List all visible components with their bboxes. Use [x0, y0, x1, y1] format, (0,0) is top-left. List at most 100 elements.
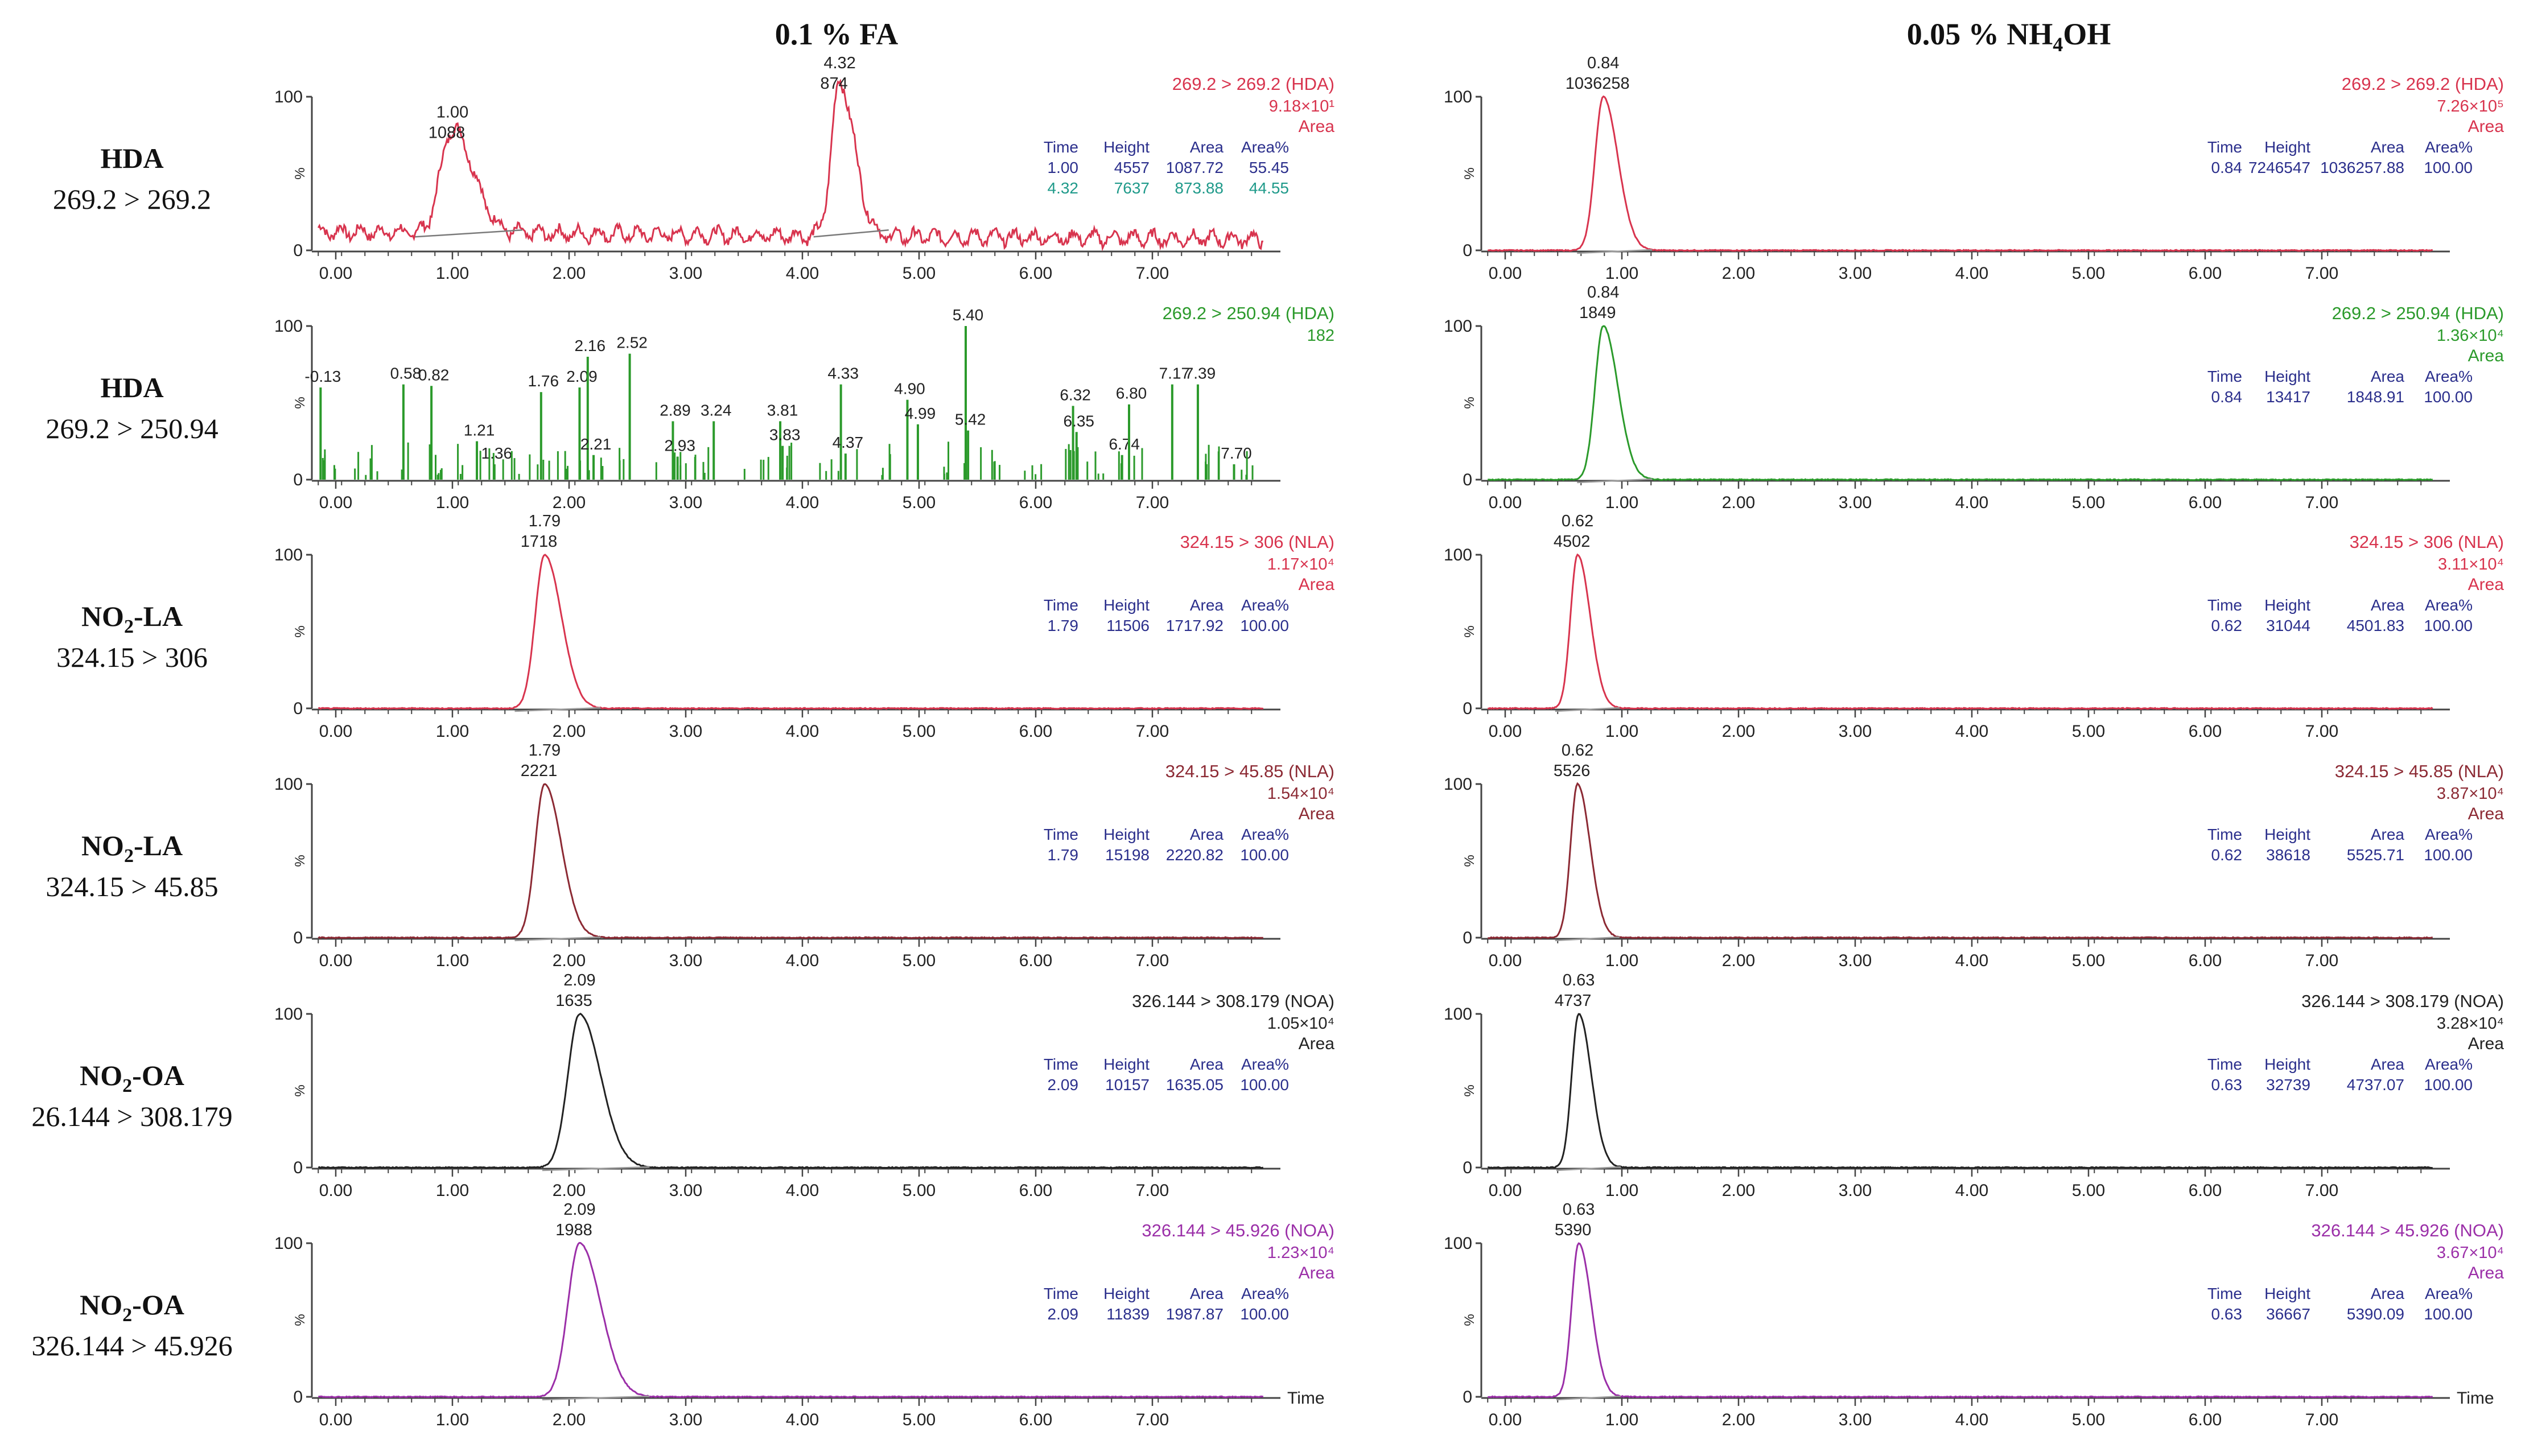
- table-cell: 5390.09: [2347, 1305, 2404, 1323]
- table-cell: 7637: [1114, 179, 1150, 197]
- trace-title: 269.2 > 250.94 (HDA): [2332, 303, 2504, 323]
- chromatogram-fa-2: 100 0% 0.00 1.00 2.00 3.00 4.00 5.00 6.00 7.00 269…: [274, 303, 1334, 512]
- row-label-name: HDA: [100, 372, 163, 403]
- trace-intensity: 1.54×10⁴: [1267, 785, 1334, 803]
- spike-label: 3.24: [701, 401, 732, 419]
- table-header: Height: [2264, 1055, 2310, 1073]
- x-tick-label: 6.00: [2189, 1410, 2222, 1429]
- table-header: Area%: [2425, 1055, 2473, 1073]
- area-label: Area: [2468, 1264, 2504, 1282]
- peak-area-label: 1849: [1579, 304, 1616, 322]
- trace-title: 326.144 > 308.179 (NOA): [2301, 991, 2504, 1011]
- chromatogram-nh-2: 100 0% 0.00 1.00 2.00 3.00 4.00 5.00 6.00 7.00 269…: [1444, 283, 2504, 512]
- spike-label: 2.16: [575, 337, 606, 354]
- trace-intensity: 1.23×10⁴: [1267, 1244, 1334, 1262]
- trace-title: 324.15 > 45.85 (NLA): [1165, 761, 1334, 781]
- y-unit-label: %: [1462, 167, 1477, 179]
- peak-time-label: 0.84: [1587, 54, 1619, 72]
- column-header: 0.1 % FA: [775, 17, 898, 51]
- table-header: Area%: [1241, 596, 1289, 614]
- x-tick-label: 4.00: [1955, 722, 1988, 741]
- x-tick-label: 7.00: [1136, 1181, 1169, 1200]
- x-tick-label: 2.00: [1722, 264, 1755, 283]
- x-tick-label: 1.00: [436, 722, 469, 741]
- chromatogram-nh-1: 100 0% 0.00 1.00 2.00 3.00 4.00 5.00 6.00 7.00 269…: [1444, 54, 2504, 283]
- x-tick-label: 3.00: [669, 264, 702, 283]
- y-tick-label: 0: [293, 1158, 303, 1177]
- trace-line: [318, 783, 1263, 939]
- table-header: Area%: [2425, 138, 2473, 156]
- table-cell: 100.00: [2424, 388, 2473, 406]
- table-header: Area: [2371, 1285, 2405, 1302]
- x-tick-label: 0.00: [1489, 264, 1522, 283]
- trace-line: [1488, 325, 2433, 481]
- table-header: Time: [2207, 826, 2242, 843]
- peak-area-label: 1036258: [1566, 75, 1630, 93]
- x-tick-label: 5.00: [903, 722, 936, 741]
- x-tick-label: 0.00: [319, 951, 352, 970]
- table-header: Area%: [1241, 826, 1289, 843]
- trace-intensity: 3.67×10⁴: [2437, 1244, 2504, 1262]
- peak-time-label: 0.63: [1563, 1201, 1595, 1219]
- row-label-transition: 269.2 > 250.94: [46, 413, 218, 444]
- x-tick-label: 5.00: [2072, 493, 2105, 512]
- table-header: Time: [1044, 596, 1078, 614]
- table-cell: 1717.92: [1166, 617, 1224, 634]
- spike-label: 3.81: [767, 401, 798, 419]
- table-header: Time: [2207, 596, 2242, 614]
- peak-time-label: 0.62: [1562, 512, 1593, 530]
- y-tick-label: 0: [1463, 1388, 1472, 1406]
- table-cell: 5525.71: [2347, 846, 2404, 864]
- chromatogram-nh-5: 100 0% 0.00 1.00 2.00 3.00 4.00 5.00 6.00 7.00 326…: [1444, 971, 2504, 1200]
- x-tick-label: 4.00: [1955, 1410, 1988, 1429]
- table-cell: 873.88: [1175, 179, 1224, 197]
- spike-label: 5.40: [953, 306, 984, 324]
- table-cell: 1848.91: [2347, 388, 2404, 406]
- y-tick-label: 0: [1463, 1158, 1472, 1177]
- peak-time-label: 4.32: [823, 54, 855, 72]
- peak-area-label: 874: [820, 75, 847, 93]
- table-cell: 1.79: [1048, 846, 1079, 864]
- x-tick-label: 0.00: [1489, 1181, 1522, 1200]
- y-tick-label: 100: [274, 775, 303, 794]
- chromatogram-fa-4: 100 0% 0.00 1.00 2.00 3.00 4.00 5.00 6.00 7.00 324…: [274, 741, 1334, 970]
- peak-area-label: 5526: [1554, 762, 1591, 780]
- x-tick-label: 3.00: [1839, 264, 1872, 283]
- chromatogram-fa-5: 100 0% 0.00 1.00 2.00 3.00 4.00 5.00 6.00 7.00 326…: [274, 971, 1334, 1200]
- table-cell: 38618: [2266, 846, 2310, 864]
- peak-area-label: 1718: [521, 533, 558, 551]
- table-header: Area%: [2425, 826, 2473, 843]
- x-tick-label: 3.00: [669, 1181, 702, 1200]
- x-tick-label: 7.00: [2305, 1181, 2338, 1200]
- table-cell: 2.09: [1048, 1305, 1079, 1323]
- chromatogram-fa-6: 100 0% 0.00 1.00 2.00 3.00 4.00 5.00 6.00 7.00 Tim…: [274, 1201, 1334, 1429]
- x-tick-label: 1.00: [436, 1181, 469, 1200]
- trace-line: [1488, 1242, 2433, 1399]
- trace-intensity: 7.26×10⁵: [2437, 97, 2504, 116]
- peak-area-label: 5390: [1555, 1221, 1592, 1239]
- trace-intensity: 3.28×10⁴: [2437, 1014, 2504, 1033]
- table-cell: 100.00: [1240, 1076, 1289, 1094]
- table-header: Height: [1103, 1055, 1150, 1073]
- area-label: Area: [2468, 347, 2504, 365]
- x-tick-label: 3.00: [669, 493, 702, 512]
- table-cell: 4557: [1114, 159, 1150, 176]
- table-cell: 32739: [2266, 1076, 2310, 1094]
- table-header: Height: [1103, 596, 1150, 614]
- spike-label: 0.58: [390, 365, 422, 382]
- table-header: Area: [2371, 368, 2405, 385]
- trace-title: 269.2 > 269.2 (HDA): [1172, 74, 1334, 94]
- x-tick-label: 2.00: [553, 951, 586, 970]
- peak-area-label: 1088: [429, 123, 466, 142]
- x-tick-label: 5.00: [903, 951, 936, 970]
- x-tick-label: 0.00: [1489, 1410, 1522, 1429]
- trace-title: 269.2 > 269.2 (HDA): [2342, 74, 2504, 94]
- x-tick-label: 3.00: [1839, 722, 1872, 741]
- spike-label: 7.17: [1159, 365, 1191, 382]
- row-label-transition: 324.15 > 306: [56, 641, 208, 673]
- peak-time-label: 0.62: [1562, 741, 1593, 760]
- peak-time-label: 0.84: [1587, 283, 1619, 302]
- x-tick-label: 1.00: [1605, 1181, 1638, 1200]
- spike-label: 3.83: [769, 426, 801, 444]
- spike-label: 6.80: [1116, 385, 1147, 402]
